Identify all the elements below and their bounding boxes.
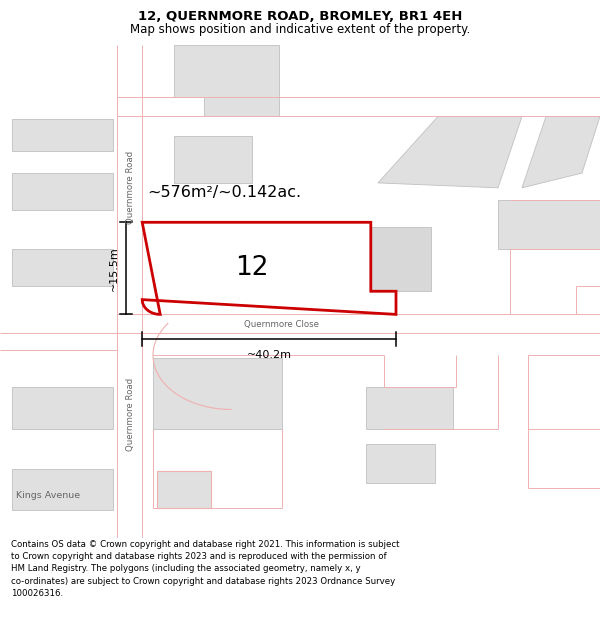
FancyBboxPatch shape bbox=[366, 444, 435, 483]
Polygon shape bbox=[378, 116, 522, 188]
FancyBboxPatch shape bbox=[366, 388, 453, 429]
FancyBboxPatch shape bbox=[117, 45, 142, 538]
Polygon shape bbox=[142, 222, 396, 314]
FancyBboxPatch shape bbox=[117, 314, 600, 333]
FancyBboxPatch shape bbox=[0, 333, 117, 351]
Text: Quernmore Close: Quernmore Close bbox=[245, 320, 320, 329]
Text: 12: 12 bbox=[235, 254, 269, 281]
FancyBboxPatch shape bbox=[12, 388, 113, 429]
Text: ~40.2m: ~40.2m bbox=[247, 350, 292, 360]
FancyBboxPatch shape bbox=[498, 200, 600, 249]
FancyBboxPatch shape bbox=[174, 136, 252, 183]
Text: Contains OS data © Crown copyright and database right 2021. This information is : Contains OS data © Crown copyright and d… bbox=[11, 540, 400, 598]
Text: 12, QUERNMORE ROAD, BROMLEY, BR1 4EH: 12, QUERNMORE ROAD, BROMLEY, BR1 4EH bbox=[138, 10, 462, 23]
FancyBboxPatch shape bbox=[153, 357, 282, 429]
FancyBboxPatch shape bbox=[12, 249, 113, 286]
Text: ~15.5m: ~15.5m bbox=[109, 246, 119, 291]
Text: Quernmore Road: Quernmore Road bbox=[127, 151, 136, 224]
Text: Quernmore Road: Quernmore Road bbox=[127, 378, 136, 451]
FancyBboxPatch shape bbox=[12, 469, 113, 511]
Text: Map shows position and indicative extent of the property.: Map shows position and indicative extent… bbox=[130, 23, 470, 36]
FancyBboxPatch shape bbox=[204, 97, 279, 116]
FancyBboxPatch shape bbox=[12, 173, 113, 210]
FancyBboxPatch shape bbox=[157, 471, 211, 508]
FancyBboxPatch shape bbox=[371, 228, 431, 291]
Text: Kings Avenue: Kings Avenue bbox=[16, 491, 80, 500]
FancyBboxPatch shape bbox=[174, 45, 279, 97]
Text: ~576m²/~0.142ac.: ~576m²/~0.142ac. bbox=[147, 185, 301, 200]
Polygon shape bbox=[522, 116, 600, 188]
FancyBboxPatch shape bbox=[117, 97, 600, 116]
FancyBboxPatch shape bbox=[12, 119, 113, 151]
